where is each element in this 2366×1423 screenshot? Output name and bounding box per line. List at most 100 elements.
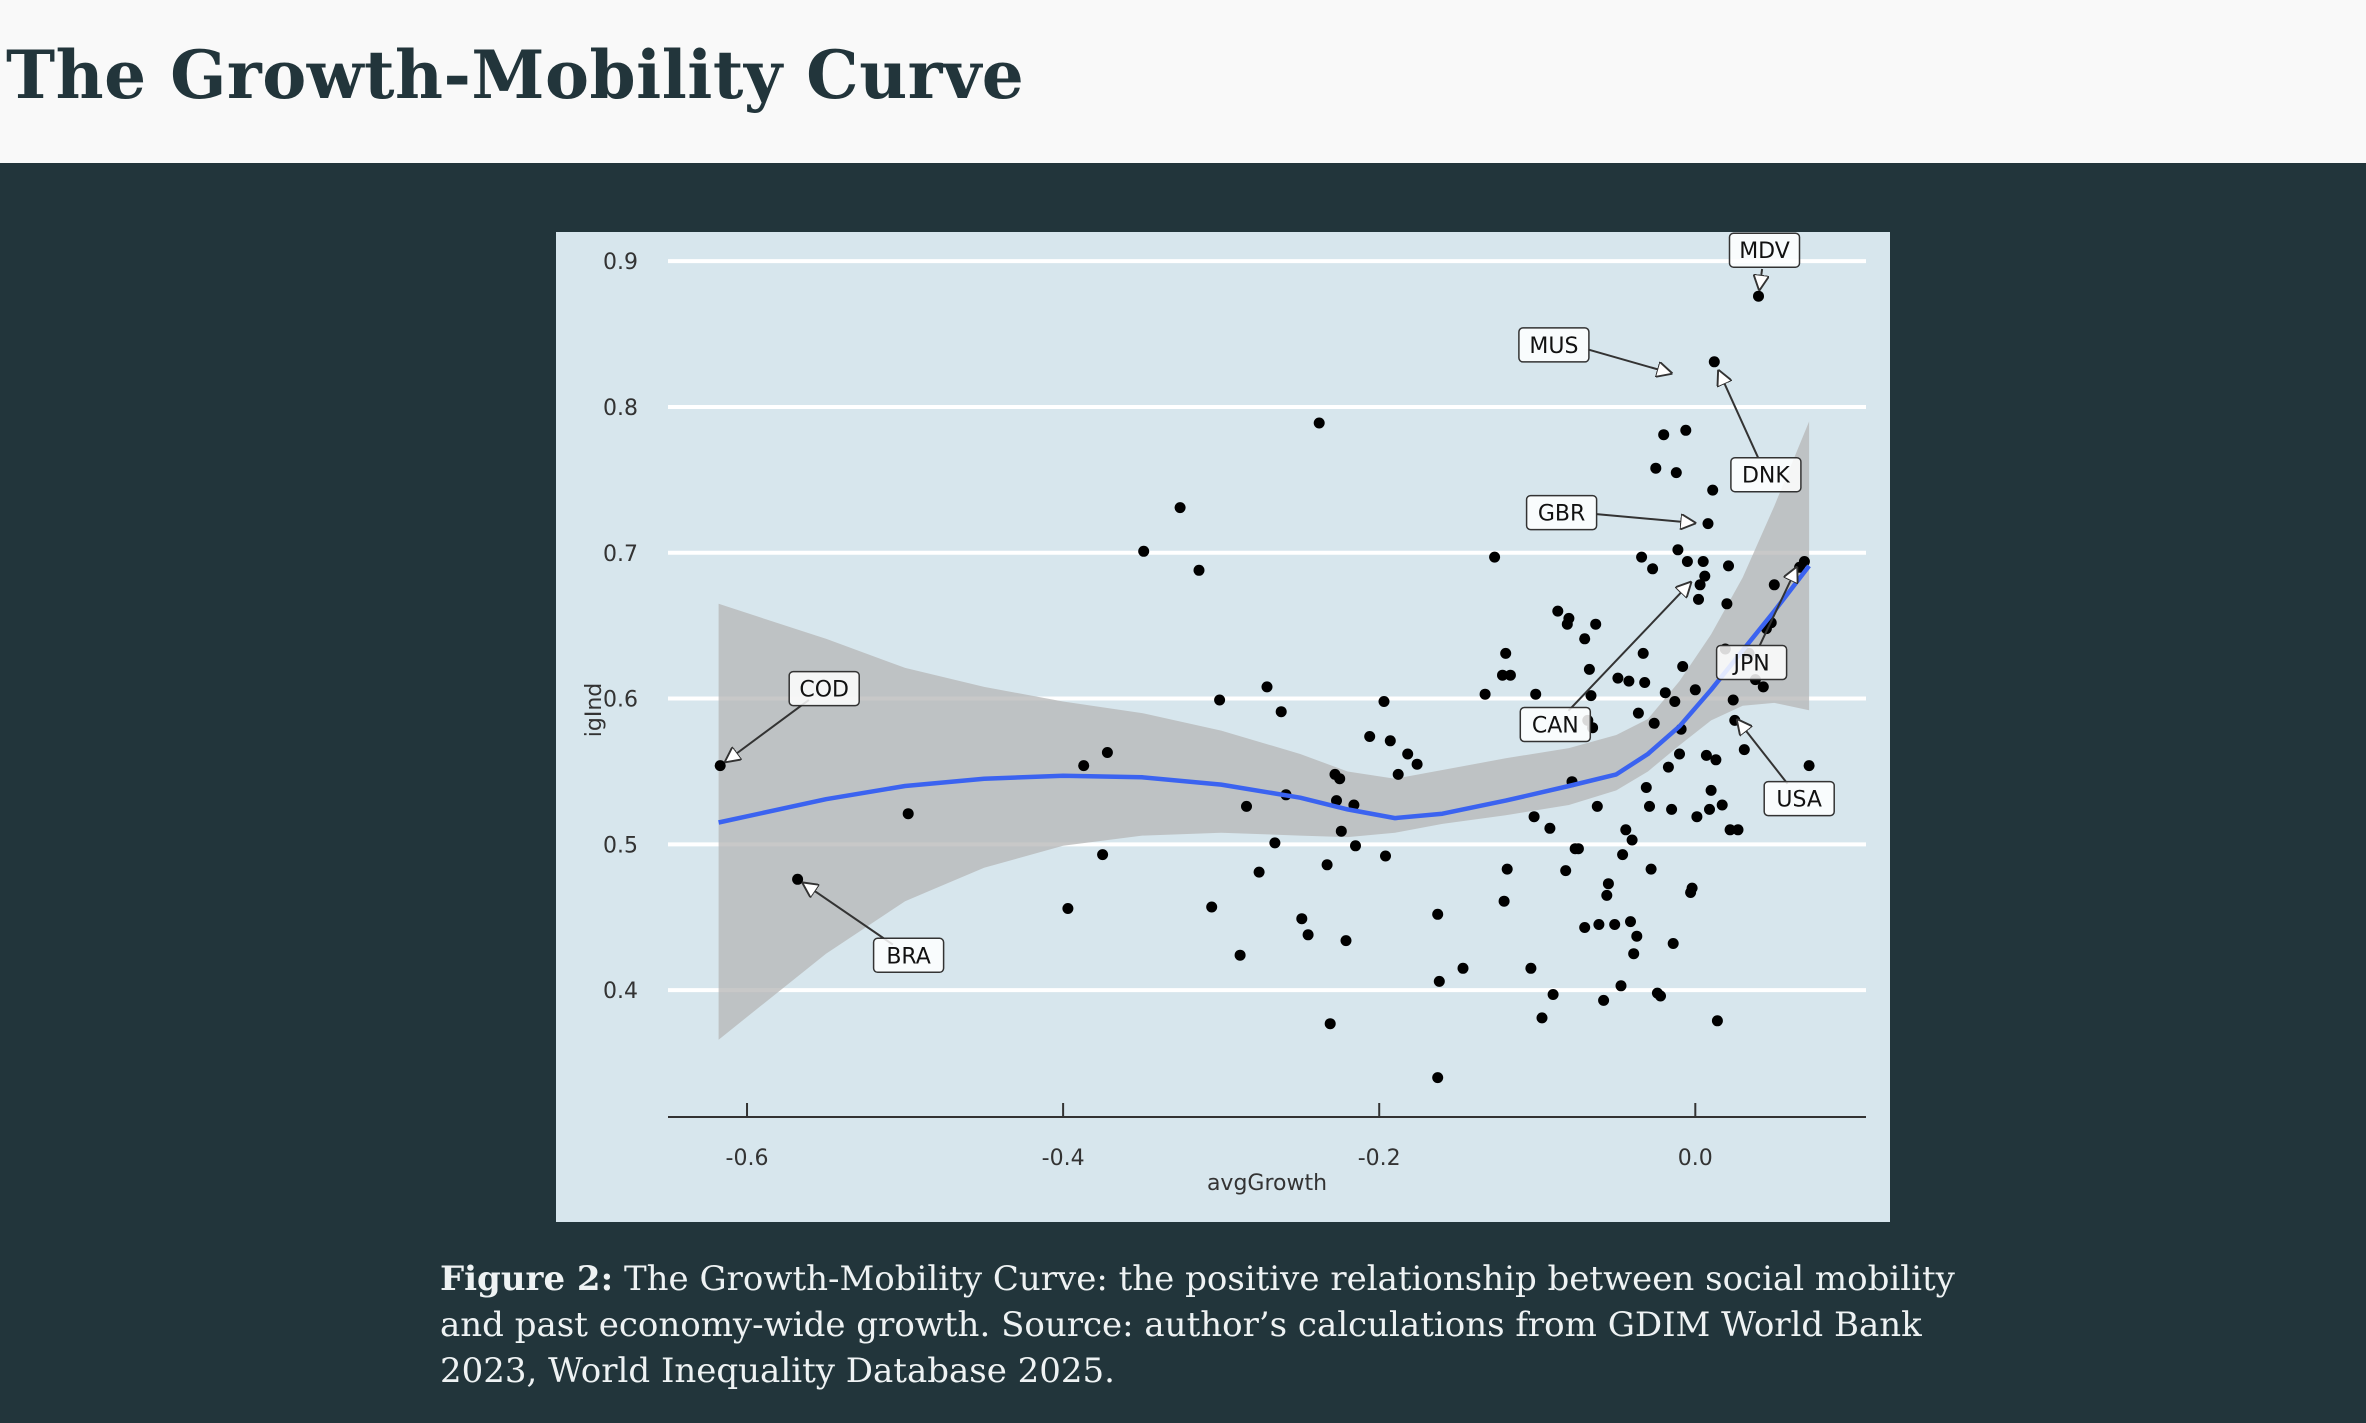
data-point: [1350, 840, 1361, 852]
data-point: [1457, 962, 1469, 974]
data-point: [1234, 949, 1246, 961]
data-point: [1628, 948, 1640, 960]
data-point: [1612, 672, 1624, 684]
figure-caption: Figure 2: The Growth-Mobility Curve: the…: [440, 1256, 1980, 1394]
y-tick-label: 0.8: [603, 396, 638, 421]
annotation-box: [788, 670, 860, 707]
data-point: [714, 760, 726, 772]
data-point: [1598, 994, 1610, 1006]
annotations: MUS MDV DNK GBR CAN JPN COD USA BRA: [726, 232, 1835, 974]
data-point: [1647, 563, 1659, 575]
confidence-band-group: [718, 421, 1810, 1040]
data-point: [1626, 834, 1638, 846]
data-point: [1348, 799, 1360, 811]
data-point: [1097, 849, 1109, 861]
data-point: [1583, 663, 1595, 675]
data-point: [1364, 731, 1376, 742]
data-point: [1525, 962, 1537, 974]
annotation-box: [1763, 780, 1835, 817]
data-point: [1803, 760, 1815, 772]
annotation-label: CAN: [1519, 706, 1592, 743]
data-point: [1593, 919, 1605, 930]
data-point: [1498, 895, 1510, 907]
annotation-label: COD: [788, 670, 860, 707]
x-tick-label: -0.6: [726, 1146, 769, 1171]
data-point: [1667, 938, 1679, 949]
annotation-label: MUS: [1518, 327, 1590, 363]
data-point: [1302, 929, 1314, 941]
data-point: [1241, 800, 1252, 812]
data-point: [1489, 551, 1501, 563]
x-axis-title: avgGrowth: [1207, 1171, 1327, 1196]
data-point: [1504, 669, 1516, 681]
data-point: [1738, 744, 1750, 756]
data-point: [1275, 706, 1287, 718]
data-point: [1547, 989, 1559, 1000]
data-point: [1672, 544, 1684, 556]
annotation-box: [872, 937, 945, 974]
data-point: [1798, 556, 1810, 567]
annotation-label: GBR: [1525, 494, 1598, 531]
annotation-text: MDV: [1739, 239, 1790, 264]
data-point: [1138, 545, 1150, 557]
data-point: [1721, 598, 1733, 610]
annotation-text: BRA: [886, 944, 931, 969]
annotation-label: JPN: [1715, 644, 1788, 681]
data-point: [1636, 551, 1648, 563]
data-point: [1724, 824, 1736, 836]
data-point: [1321, 859, 1333, 871]
data-point: [1670, 467, 1682, 479]
data-point: [1334, 773, 1346, 785]
data-point: [1686, 882, 1698, 894]
data-point: [1645, 863, 1657, 875]
data-point: [1699, 570, 1711, 582]
annotation-text: JPN: [1731, 652, 1769, 677]
data-point: [1650, 462, 1662, 474]
data-point: [1662, 761, 1674, 773]
data-point: [1620, 824, 1632, 836]
annotation-box: [1525, 494, 1598, 531]
annotation-label: BRA: [872, 937, 945, 974]
data-point: [1331, 795, 1342, 807]
data-point: [1680, 424, 1692, 436]
data-point: [1392, 768, 1404, 780]
data-point: [1723, 560, 1734, 572]
chart-figure: MUS MDV DNK GBR CAN JPN COD USA BRA 0.4 0.5 0.6 0.7…: [556, 232, 1890, 1222]
data-point: [792, 873, 804, 885]
data-point: [1335, 825, 1347, 837]
data-point: [1716, 799, 1728, 811]
annotation-arrow: [803, 883, 894, 946]
annotation-text: GBR: [1538, 502, 1585, 527]
data-point: [1261, 681, 1273, 693]
data-point: [1705, 784, 1717, 796]
scatter-chart: MUS MDV DNK GBR CAN JPN COD USA BRA 0.4 0.5 0.6 0.7…: [582, 232, 1866, 1196]
data-point: [1617, 849, 1629, 861]
data-point: [1591, 800, 1603, 812]
data-point: [1732, 824, 1744, 836]
data-point: [1340, 935, 1352, 947]
data-point: [1655, 990, 1666, 1002]
data-point: [1402, 748, 1414, 760]
x-tick-label: 0.0: [1678, 1146, 1713, 1171]
annotation-box: [1518, 327, 1590, 363]
data-point: [1704, 803, 1715, 815]
caption-label: Figure 2:: [440, 1259, 614, 1299]
data-point: [1640, 782, 1652, 793]
data-point: [1700, 749, 1712, 761]
data-point: [1101, 747, 1113, 758]
data-point: [1432, 908, 1444, 920]
data-point: [1590, 618, 1602, 630]
data-point: [1674, 748, 1685, 760]
annotation-box: [1728, 232, 1801, 268]
data-point: [1658, 429, 1670, 441]
data-point: [1644, 800, 1655, 812]
annotation-text: USA: [1776, 788, 1822, 813]
y-tick-label: 0.9: [603, 250, 638, 275]
data-point: [1707, 484, 1719, 496]
data-point: [1631, 930, 1643, 942]
x-tick-label: -0.4: [1042, 1146, 1085, 1171]
data-point: [1206, 901, 1218, 913]
confidence-band: [718, 421, 1810, 1040]
data-point: [1378, 696, 1390, 707]
y-tick-label: 0.6: [603, 688, 638, 713]
